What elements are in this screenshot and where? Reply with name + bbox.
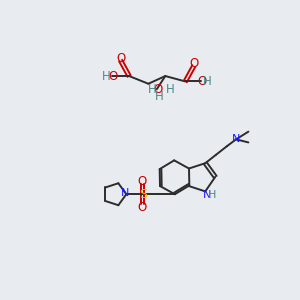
Text: N: N	[232, 134, 240, 144]
Text: H: H	[102, 70, 110, 83]
Text: O: O	[108, 70, 118, 83]
Text: O: O	[116, 52, 125, 65]
Text: S: S	[139, 188, 147, 201]
Text: H: H	[203, 75, 212, 88]
Text: O: O	[189, 57, 198, 70]
Text: H: H	[166, 82, 174, 96]
Text: O: O	[138, 175, 147, 188]
Text: O: O	[198, 75, 207, 88]
Text: N: N	[122, 188, 130, 199]
Text: O: O	[154, 82, 163, 96]
Text: O: O	[138, 201, 147, 214]
Text: H: H	[148, 82, 157, 96]
Text: N: N	[202, 190, 211, 200]
Text: H: H	[155, 90, 164, 103]
Text: H: H	[208, 190, 216, 200]
